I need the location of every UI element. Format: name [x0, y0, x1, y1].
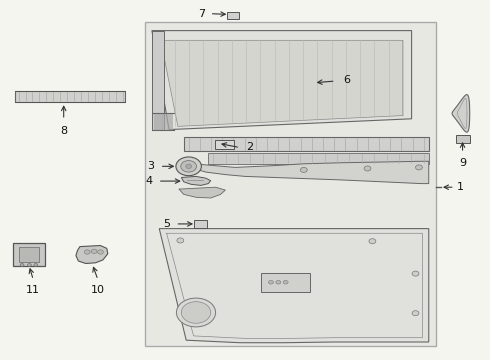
Circle shape	[177, 238, 184, 243]
Circle shape	[84, 250, 90, 254]
Circle shape	[412, 311, 419, 316]
Polygon shape	[161, 40, 403, 126]
Polygon shape	[181, 176, 211, 185]
Circle shape	[176, 298, 216, 327]
Polygon shape	[208, 153, 429, 164]
Circle shape	[269, 280, 273, 284]
Text: 3: 3	[147, 161, 154, 171]
Circle shape	[181, 302, 211, 323]
Text: 7: 7	[197, 9, 205, 19]
Polygon shape	[152, 31, 412, 130]
Circle shape	[27, 264, 31, 266]
FancyBboxPatch shape	[261, 273, 310, 292]
Polygon shape	[179, 187, 225, 198]
FancyBboxPatch shape	[13, 243, 45, 266]
Circle shape	[186, 164, 192, 168]
Circle shape	[176, 157, 201, 176]
Text: 1: 1	[457, 182, 464, 192]
Circle shape	[412, 271, 419, 276]
Circle shape	[300, 167, 307, 172]
Text: 9: 9	[459, 158, 466, 168]
Text: 6: 6	[343, 75, 350, 85]
Circle shape	[416, 165, 422, 170]
Text: 5: 5	[164, 219, 171, 229]
Polygon shape	[452, 95, 470, 132]
Polygon shape	[194, 161, 429, 184]
FancyBboxPatch shape	[19, 247, 39, 262]
Text: 2: 2	[246, 142, 253, 152]
Circle shape	[20, 264, 24, 266]
Polygon shape	[15, 91, 125, 102]
Text: 8: 8	[60, 126, 67, 136]
Circle shape	[181, 161, 196, 172]
FancyBboxPatch shape	[227, 12, 239, 19]
Text: 10: 10	[91, 285, 105, 295]
Text: 4: 4	[146, 176, 153, 186]
Polygon shape	[184, 137, 429, 151]
Circle shape	[98, 250, 103, 254]
Bar	[145, 22, 436, 346]
Circle shape	[276, 280, 281, 284]
Polygon shape	[76, 246, 108, 264]
Text: 11: 11	[26, 285, 40, 295]
Circle shape	[34, 264, 38, 266]
FancyBboxPatch shape	[194, 220, 207, 228]
Circle shape	[364, 166, 371, 171]
Circle shape	[369, 239, 376, 244]
FancyBboxPatch shape	[456, 135, 470, 143]
Circle shape	[91, 249, 97, 253]
Polygon shape	[159, 229, 429, 343]
Circle shape	[283, 280, 288, 284]
Polygon shape	[152, 31, 164, 130]
FancyBboxPatch shape	[215, 140, 234, 149]
